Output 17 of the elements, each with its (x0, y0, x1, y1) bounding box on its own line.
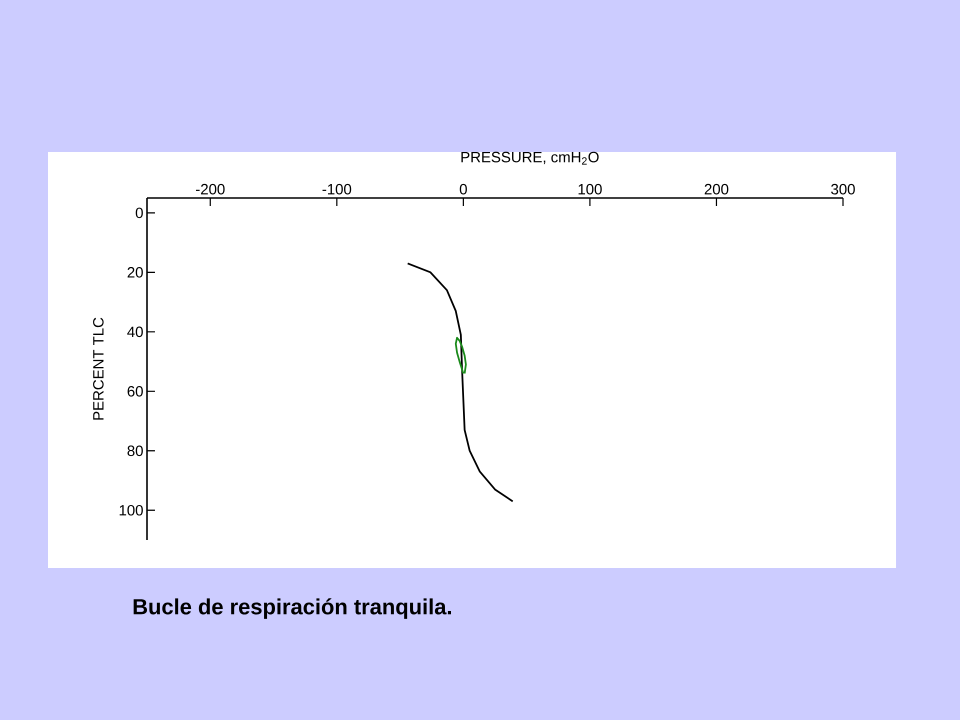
text: Bucle de respiración tranquila. (134, 598, 452, 619)
x-tick-label: -100 (322, 184, 352, 194)
y-tick-label: 40 (127, 326, 143, 338)
x-tick-label: 200 (704, 184, 728, 194)
x-tick-label: -200 (196, 184, 225, 194)
line-series (454, 336, 467, 374)
x-axis-title: PRESSURE, cmH$_{2}$O (461, 152, 599, 165)
line-series (406, 262, 514, 502)
y-tick-label: 0 (136, 208, 143, 218)
y-tick-label: 100 (120, 504, 143, 516)
y-tick-label: 60 (128, 386, 143, 397)
x-tick-label: 0 (460, 184, 467, 194)
x-tick-label: 100 (578, 184, 602, 194)
y-tick-label: 20 (128, 267, 143, 278)
y-axis-title: PERCENT TLC (93, 318, 104, 420)
y-tick-label: 80 (128, 445, 143, 456)
x-tick-label: 300 (831, 184, 855, 194)
